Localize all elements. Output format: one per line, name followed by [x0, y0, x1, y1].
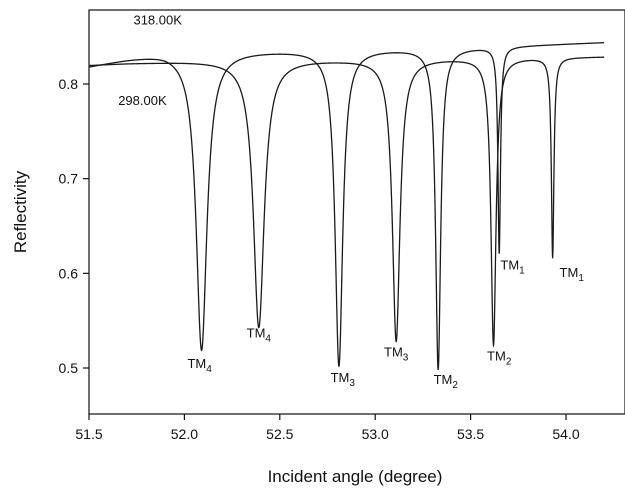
curves-layer: [89, 42, 605, 371]
annotation-subscript: 3: [349, 378, 355, 389]
y-axis-title: Reflectivity: [11, 170, 30, 253]
series-298k-line: [89, 56, 605, 348]
annotation-label: 298.00K: [118, 93, 167, 108]
y-tick-label: 0.5: [59, 360, 79, 376]
x-tick-label: 52.5: [266, 426, 293, 442]
annotation-subscript: 1: [578, 273, 584, 284]
x-tick-label: 53.5: [457, 426, 484, 442]
annotation-subscript: 2: [452, 380, 458, 391]
annotation-subscript: 4: [265, 334, 271, 345]
annotation-text: 298.00K: [118, 93, 167, 108]
annotation-label: TM2: [434, 372, 459, 391]
annotation-label: TM1: [560, 265, 585, 284]
annotation-text: TM: [187, 356, 206, 371]
axes-frame: [88, 9, 625, 415]
x-tick-label: 54.0: [552, 426, 579, 442]
annotation-label: TM3: [331, 370, 356, 389]
annotation-subscript: 2: [506, 356, 512, 367]
y-tick-label: 0.8: [59, 76, 79, 92]
annotation-text: TM: [560, 265, 579, 280]
y-axis: 0.5 0.6 0.7 0.8 Reflectivity: [11, 76, 89, 376]
annotation-label: 318.00K: [133, 12, 182, 27]
y-tick-label: 0.6: [59, 265, 79, 281]
plot-area: [88, 9, 625, 415]
annotation-subscript: 1: [519, 266, 525, 277]
annotation-text: TM: [247, 326, 266, 341]
annotation-label: TM4: [187, 356, 212, 375]
annotation-text: TM: [384, 345, 403, 360]
annotation-text: TM: [500, 258, 519, 273]
annotation-text: 318.00K: [133, 12, 182, 27]
y-ticks: 0.5 0.6 0.7 0.8: [59, 76, 89, 376]
x-tick-label: 51.5: [75, 426, 102, 442]
annotation-text: TM: [487, 348, 506, 363]
annotation-label: TM2: [487, 348, 512, 367]
annotation-label: TM1: [500, 258, 525, 277]
annotation-subscript: 4: [206, 364, 212, 375]
x-axis-title: Incident angle (degree): [268, 467, 443, 486]
series-318k-line: [89, 42, 605, 371]
x-tick-label: 53.0: [362, 426, 389, 442]
annotation-text: TM: [434, 372, 453, 387]
x-tick-label: 52.0: [171, 426, 198, 442]
annotation-subscript: 3: [403, 353, 409, 364]
annotation-text: TM: [331, 370, 350, 385]
x-axis: 51.5 52.0 52.5 53.0 53.5 54.0 Incident angle …: [75, 414, 580, 486]
x-ticks: 51.5 52.0 52.5 53.0 53.5 54.0: [75, 414, 580, 442]
annotation-label: TM3: [384, 345, 409, 364]
y-tick-label: 0.7: [59, 171, 79, 187]
annotation-label: TM4: [247, 326, 272, 345]
